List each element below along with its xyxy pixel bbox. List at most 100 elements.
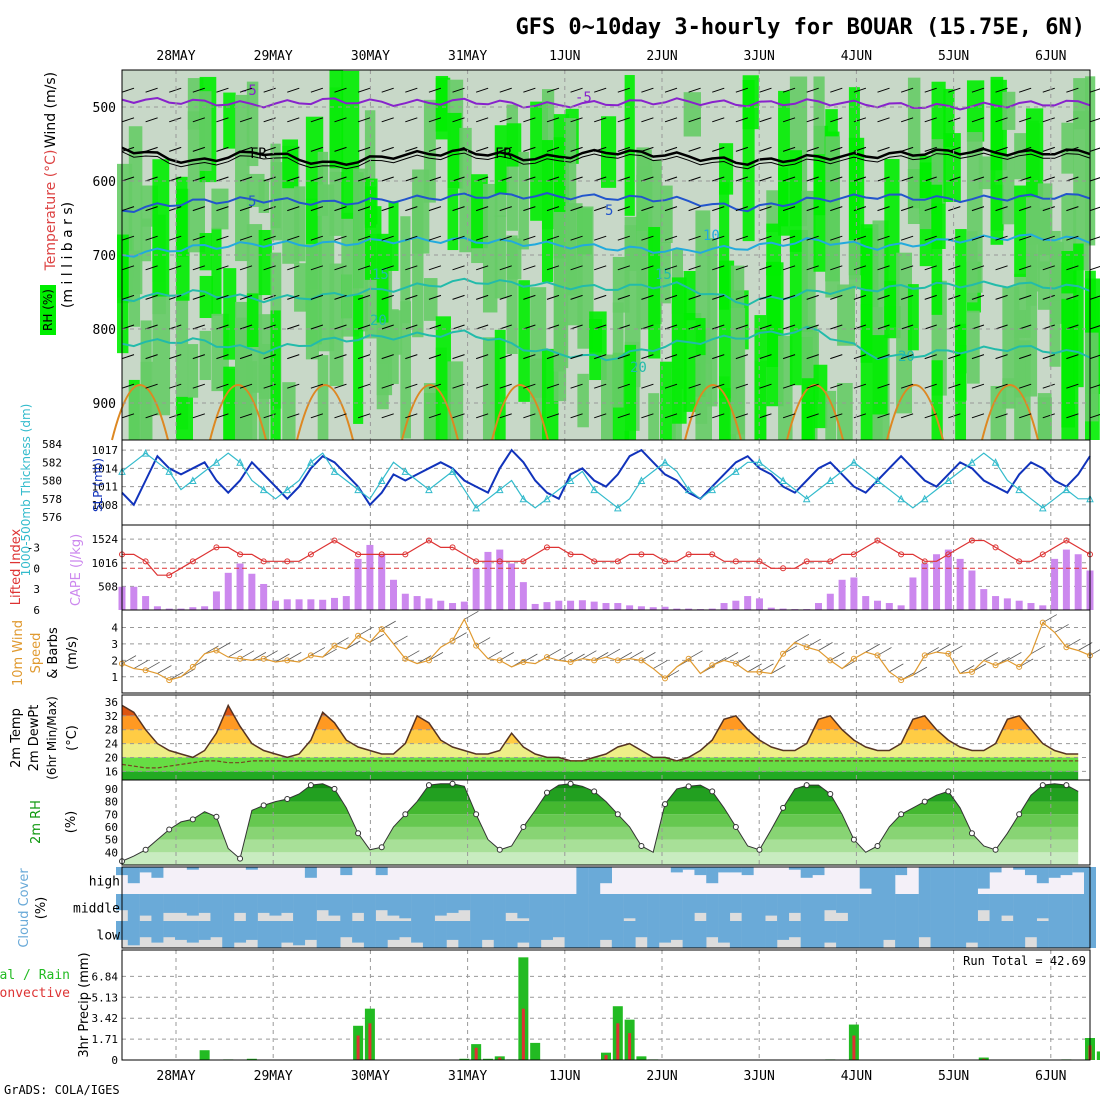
wind-barb	[287, 294, 300, 300]
precip-total-bar	[518, 957, 529, 1060]
wind-barb	[924, 206, 937, 212]
wind-barb	[806, 324, 819, 330]
li-marker	[520, 558, 527, 565]
wind-barb	[546, 206, 560, 212]
wind-barb	[759, 87, 772, 93]
cloud-cell	[824, 921, 837, 943]
precip-legend-convective: Convective	[0, 986, 70, 1001]
cape-bar	[508, 563, 516, 610]
cape-bar	[342, 596, 350, 610]
wind-barb	[428, 146, 442, 152]
wind-barb	[357, 354, 371, 360]
cape-bar	[814, 603, 822, 610]
wind-barb	[192, 265, 205, 271]
wind-barb	[1019, 324, 1032, 330]
wind-barb	[239, 354, 253, 360]
cape-bar	[366, 544, 374, 610]
wind-barb	[145, 146, 158, 152]
wind-barb-10m	[558, 652, 573, 661]
wind-marker	[378, 626, 385, 633]
cloud-cell	[706, 867, 719, 884]
temp-tick: 32	[105, 710, 118, 723]
li-marker	[780, 565, 787, 572]
wind-barb	[712, 146, 725, 152]
rh-marker	[378, 844, 385, 851]
wind-barb	[405, 146, 418, 152]
wind-barb	[877, 87, 890, 93]
cape-bar	[732, 600, 740, 610]
cloud-cell	[1048, 867, 1061, 878]
wind-barb	[216, 117, 229, 123]
cape-bar	[921, 563, 929, 610]
wind-barb	[546, 383, 560, 389]
wind-barb	[1066, 294, 1079, 300]
cloud-cell	[977, 894, 990, 911]
li-marker	[331, 537, 338, 544]
thickness-marker	[850, 458, 858, 466]
rh-cell	[636, 147, 650, 212]
wind-barb	[428, 206, 442, 212]
thickness-marker	[661, 458, 669, 466]
wind-barb	[428, 294, 442, 300]
wind-barb	[924, 413, 937, 419]
rh-cell	[872, 335, 888, 415]
wind-barb	[594, 413, 607, 419]
temp-band	[122, 771, 1079, 780]
wind-barb	[1042, 265, 1055, 271]
wind-barb	[617, 87, 630, 93]
cape-bar	[838, 579, 846, 610]
rh2m-label: 2m RH	[29, 800, 44, 844]
wind-barb	[806, 383, 819, 389]
rh-marker	[827, 790, 834, 797]
wind-barb	[428, 235, 442, 241]
cloud-cell	[706, 921, 719, 938]
wind-barb	[192, 235, 205, 241]
wind-barb	[546, 117, 560, 123]
cloud-cell	[552, 921, 565, 938]
rh-marker	[284, 796, 291, 803]
cloud-cell	[729, 894, 742, 913]
wind-barb	[310, 383, 324, 389]
wind-tick: 1	[111, 671, 118, 684]
precip-conv-bar	[474, 1047, 478, 1060]
cloud-cell	[281, 894, 294, 913]
wind-barb	[334, 354, 347, 360]
wind-barb	[546, 265, 560, 271]
rh-cell	[565, 118, 577, 285]
precip-total-bar	[530, 1042, 541, 1060]
precip-frame	[121, 949, 1091, 1061]
rh-marker	[921, 798, 928, 805]
wind-marker	[166, 677, 173, 684]
thickness-marker	[330, 467, 339, 475]
wind-barb	[900, 413, 914, 419]
li-marker	[732, 558, 739, 565]
wind-barb	[121, 87, 135, 93]
contour-label: FR	[495, 146, 512, 162]
cloud-cell	[883, 921, 896, 940]
cloud-cell	[375, 921, 388, 948]
li-marker	[496, 558, 503, 565]
cloud-cell	[659, 894, 672, 921]
rh-cell	[636, 230, 647, 301]
wind-barb	[239, 324, 253, 330]
thickness-marker	[566, 476, 575, 484]
rh-cell	[270, 310, 281, 440]
rh-cell	[435, 77, 451, 140]
contour-label: FR	[250, 146, 267, 162]
top-date-label: 29MAY	[254, 49, 293, 64]
wind-marker	[1063, 644, 1070, 651]
wind-barb	[381, 235, 394, 241]
wind-barb	[1066, 206, 1079, 212]
rh-band	[122, 801, 1079, 815]
temp-tick: 36	[105, 696, 118, 709]
precip-conv-bar	[616, 1023, 620, 1060]
wind-barb	[169, 87, 182, 93]
precip-total-bar	[459, 1058, 470, 1060]
wind-barb	[310, 324, 324, 330]
cloud-cell	[694, 867, 707, 876]
rh-cell	[435, 316, 451, 440]
cloud-cell	[175, 894, 188, 913]
wind-barb	[523, 117, 536, 123]
li-marker	[638, 551, 645, 558]
wind-barb	[216, 146, 229, 152]
